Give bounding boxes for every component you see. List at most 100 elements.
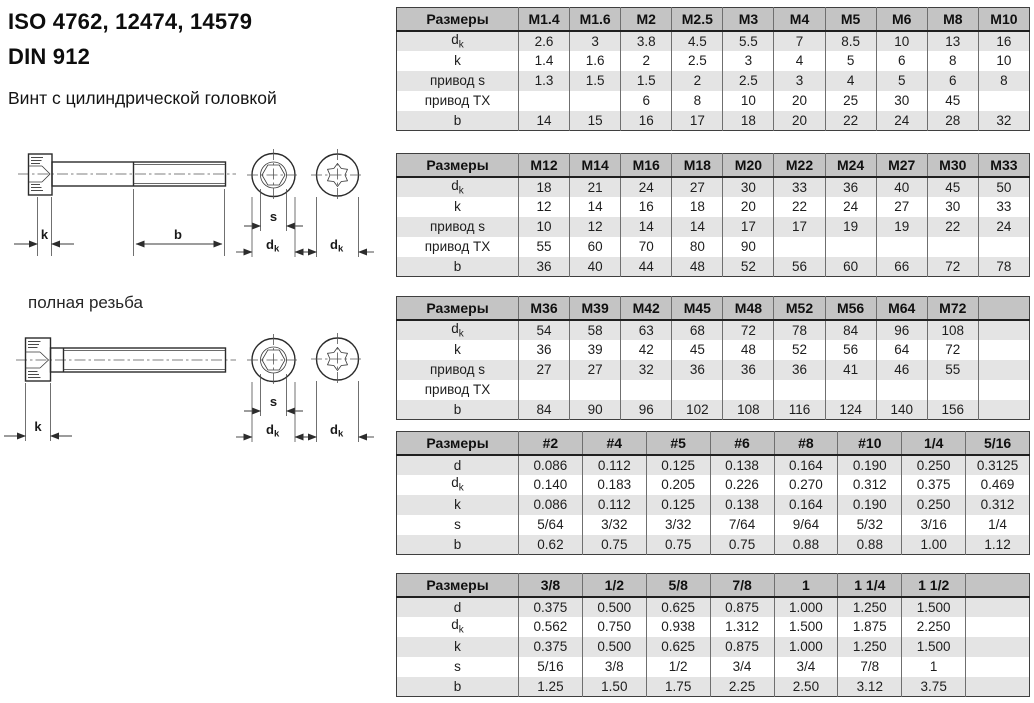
table-row: d 0.086 0.112 0.125 0.138 0.164 0.190 0.250 0.31… [396, 454, 1030, 475]
table-row: dk 2.6 3 3.8 4.5 5.5 7 8.5 10 13 16 [396, 30, 1030, 51]
column-header: M27 [875, 153, 928, 178]
column-header: M16 [620, 153, 672, 178]
value-cell: 1.00 [901, 534, 966, 555]
row-label: привод s [430, 362, 485, 377]
column-header: M1.6 [569, 7, 621, 32]
value-cell: 0.250 [901, 454, 966, 475]
value-cell: 1.5 [569, 70, 621, 91]
sizes-header-cell: Размеры [396, 431, 519, 456]
column-header: M72 [926, 296, 979, 321]
value-cell: 124 [824, 399, 877, 420]
value-cell: 17 [722, 216, 774, 237]
screw-side-view-partial-thread: k b [14, 153, 236, 256]
value-cell: 156 [926, 399, 979, 420]
table-row: привод TX 55 60 70 80 90 [396, 236, 1030, 257]
value-cell [875, 236, 928, 257]
row-label: b [453, 258, 462, 274]
full-thread-label: полная резьба [28, 293, 143, 312]
iso-standard-title: ISO 4762, 12474, 14579 [8, 9, 253, 34]
value-cell: 0.75 [709, 534, 774, 555]
value-cell: 4.5 [671, 30, 723, 51]
dim-label-dk-sub: k [274, 429, 280, 440]
value-cell [722, 379, 774, 400]
table-row: dk 0.562 0.750 0.938 1.312 1.500 1.875 2.250 [396, 616, 1030, 637]
value-cell: 0.3125 [965, 454, 1030, 475]
column-header: M5 [824, 7, 877, 32]
value-cell: 10 [722, 90, 774, 111]
value-cell: 20 [722, 196, 774, 217]
row-label: d [453, 457, 462, 473]
column-header: M22 [773, 153, 826, 178]
column-header: M12 [517, 153, 570, 178]
value-cell: 60 [569, 236, 621, 257]
column-header: M14 [569, 153, 621, 178]
row-label: b [453, 112, 462, 128]
table-section-metric-m36-m72: Размеры M36 M39 M42 M45 M48 M52 M56 M64 M72 dk 54 58… [396, 296, 1030, 420]
value-cell: 1.75 [645, 676, 711, 697]
value-cell: 0.75 [645, 534, 711, 555]
table-section-metric-m12-m33: Размеры M12 M14 M16 M18 M20 M22 M24 M27 M30 M33 dk 1… [396, 153, 1030, 277]
table-row: s 5/64 3/32 3/32 7/64 9/64 5/32 3/16 1/4 [396, 514, 1030, 535]
dim-label-k: k [41, 227, 49, 242]
value-cell: 0.88 [773, 534, 838, 555]
column-header: 3/8 [518, 573, 583, 598]
value-cell: 36 [671, 359, 723, 380]
value-cell: 0.875 [709, 596, 774, 617]
value-cell: 8 [977, 70, 1030, 91]
table-row: b 1.25 1.50 1.75 2.25 2.50 3.12 3.75 [396, 676, 1030, 697]
value-cell: 22 [926, 216, 979, 237]
dim-label-dk-d: d [330, 237, 338, 252]
value-cell: 5/32 [837, 514, 902, 535]
value-cell: 0.112 [581, 494, 647, 515]
dim-label-dk-sub: k [274, 244, 280, 255]
dim-label-dk-sub: k [338, 429, 344, 440]
row-label: b [453, 401, 462, 417]
value-cell: 0.875 [709, 636, 774, 657]
value-cell: 84 [824, 319, 877, 340]
column-header: #8 [773, 431, 838, 456]
column-header: #5 [645, 431, 711, 456]
dim-label-dk-sub: k [338, 244, 344, 255]
value-cell [569, 90, 621, 111]
dim-label-dk-d: d [266, 237, 274, 252]
value-cell: 36 [517, 339, 570, 360]
value-cell: 45 [926, 176, 979, 197]
column-header: M6 [875, 7, 928, 32]
value-cell: 8 [926, 50, 979, 71]
value-cell: 16 [620, 110, 672, 131]
value-cell [517, 379, 570, 400]
column-header: M24 [824, 153, 877, 178]
value-cell: 1.500 [773, 616, 838, 637]
value-cell: 10 [517, 216, 570, 237]
value-cell [824, 379, 877, 400]
value-cell: 3/32 [581, 514, 647, 535]
table-row: b 14 15 16 17 18 20 22 24 28 32 [396, 110, 1030, 131]
value-cell: 24 [875, 110, 928, 131]
value-cell: 14 [569, 196, 621, 217]
value-cell: 1.50 [581, 676, 647, 697]
table-section-metric-m1-4-m10: Размеры M1.4 M1.6 M2 M2.5 M3 M4 M5 M6 M8 M10 dk 2.6 3… [396, 7, 1030, 131]
value-cell: 5 [824, 50, 877, 71]
column-header: M8 [926, 7, 979, 32]
value-cell [977, 379, 1030, 400]
row-label: dk [451, 320, 464, 340]
column-header: 5/16 [965, 431, 1030, 456]
table-row: привод TX 6 8 10 20 25 30 45 [396, 90, 1030, 111]
value-cell: 9/64 [773, 514, 838, 535]
column-header: M56 [824, 296, 877, 321]
column-header: 1/2 [581, 573, 647, 598]
value-cell: 1 [901, 656, 966, 677]
value-cell: 78 [773, 319, 826, 340]
row-label: s [454, 517, 461, 532]
value-cell: 1.4 [517, 50, 570, 71]
value-cell: 108 [926, 319, 979, 340]
value-cell [671, 379, 723, 400]
value-cell: 70 [620, 236, 672, 257]
value-cell [773, 236, 826, 257]
value-cell: 17 [773, 216, 826, 237]
value-cell: 1/4 [965, 514, 1030, 535]
value-cell: 0.562 [518, 616, 583, 637]
value-cell: 52 [773, 339, 826, 360]
column-header: 1 1/2 [901, 573, 966, 598]
value-cell: 4 [824, 70, 877, 91]
